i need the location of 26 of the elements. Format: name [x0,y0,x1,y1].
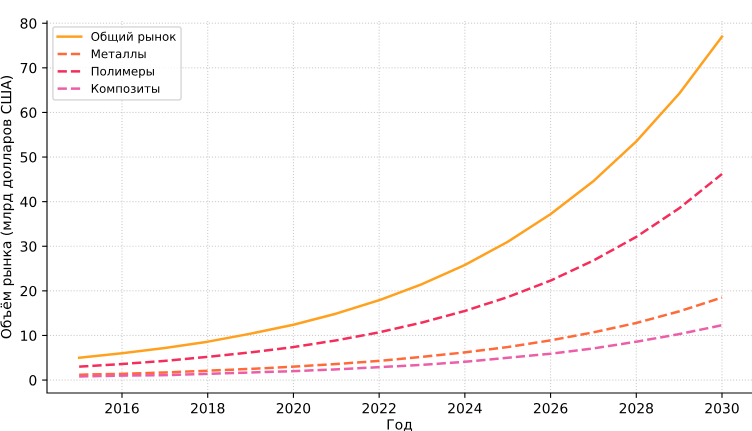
x-axis-title: Год [388,419,412,431]
x-tick-label: 2022 [362,402,396,414]
x-tick-label: 2020 [276,402,310,414]
line-series [78,296,724,376]
y-tick-label: 60 [20,107,36,118]
legend-label: Полимеры [92,66,154,78]
y-tick-label: 0 [29,375,36,386]
y-tick-label: 20 [20,286,36,296]
y-tick-label: 10 [21,330,36,341]
x-tick-label: 2016 [105,402,139,414]
x-tick-label: 2018 [191,402,224,414]
legend-label: Композиты [92,84,160,93]
x-tick-label: 2030 [705,402,739,414]
y-tick-label: 50 [20,152,36,163]
x-tick-label: 2024 [448,402,482,414]
y-tick-label: 30 [20,241,36,252]
y-tick-label: 70 [20,62,36,74]
line-series [78,324,724,378]
legend-label: Общий рынок [91,32,176,44]
y-tick-label: 80 [20,18,36,29]
x-tick-label: 2028 [620,402,654,414]
y-tick-label: 40 [20,196,36,208]
y-axis-title: Объём рынка (млрд долларов США) [0,76,14,338]
x-tick-label: 2026 [534,402,568,414]
line-series [78,172,724,368]
legend-label: Металлы [92,50,146,58]
